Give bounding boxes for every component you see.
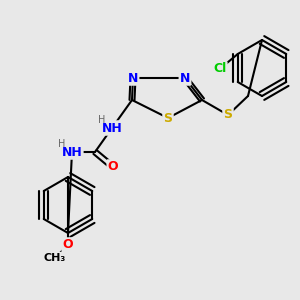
Text: N: N [180, 71, 190, 85]
Text: NH: NH [102, 122, 122, 134]
Text: S: S [164, 112, 172, 124]
Text: O: O [108, 160, 118, 173]
Text: N: N [128, 71, 138, 85]
Text: S: S [224, 109, 232, 122]
Text: O: O [63, 238, 73, 251]
Text: H: H [58, 139, 66, 149]
Text: CH₃: CH₃ [44, 253, 66, 263]
Text: H: H [98, 115, 106, 125]
Text: NH: NH [61, 146, 82, 158]
Text: Cl: Cl [213, 62, 226, 76]
